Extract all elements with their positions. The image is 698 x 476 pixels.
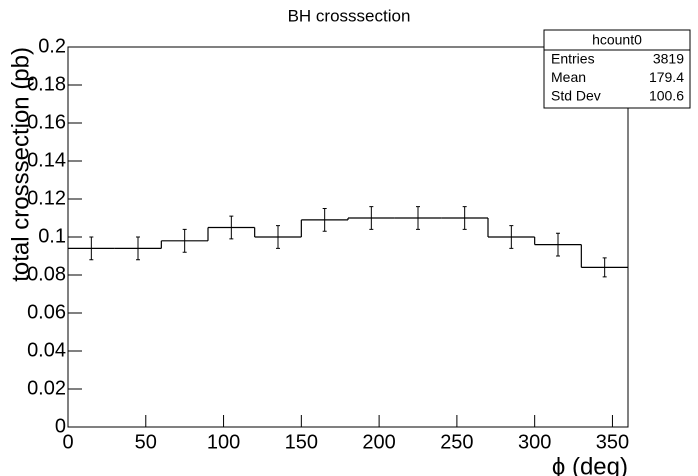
error-bar (416, 206, 420, 230)
stats-label: Entries (551, 51, 595, 67)
error-bar (602, 257, 607, 278)
x-axis-label: ϕ (deg) (552, 453, 628, 476)
y-tick-label: 0.12 (27, 187, 66, 209)
y-tick-label: 0.16 (27, 111, 66, 133)
chart-title: BH crosssection (288, 6, 411, 25)
stats-label: Mean (551, 69, 586, 85)
error-bar (462, 206, 467, 230)
stats-value: 100.6 (649, 88, 684, 104)
x-tick-label: 350 (596, 431, 629, 453)
x-tick-label: 50 (135, 431, 157, 453)
y-tick-label: 0.14 (27, 149, 66, 171)
error-bar (322, 208, 327, 232)
error-bar (509, 225, 514, 249)
y-tick-label: 0.2 (38, 35, 66, 57)
stats-frame (543, 29, 691, 109)
y-tick-label: 0.08 (27, 263, 66, 285)
stats-value: 179.4 (649, 69, 684, 85)
x-tick-label: 150 (285, 431, 318, 453)
stats-box: hcount0 Entries 3819 Mean 179.4 Std Dev 100.6 (543, 29, 691, 109)
error-bar (556, 232, 560, 257)
x-tick-label: 300 (518, 431, 551, 453)
error-bar (182, 228, 187, 253)
x-tick-label: 0 (62, 431, 73, 453)
stats-value: 3819 (653, 51, 684, 67)
error-bar (229, 215, 234, 240)
stats-label: Std Dev (551, 88, 601, 104)
y-tick-label: 0.18 (27, 73, 66, 95)
error-bar (369, 206, 374, 230)
y-tick-label: 0.1 (38, 225, 66, 247)
y-axis-label: total crosssection (pb) (7, 47, 34, 282)
y-tick-label: 0 (55, 415, 66, 437)
stats-title: hcount0 (592, 32, 642, 48)
x-tick-label: 200 (362, 431, 395, 453)
y-tick-label: 0.04 (27, 339, 66, 361)
y-tick-label: 0.02 (27, 377, 66, 399)
error-bar (136, 236, 140, 261)
x-tick-label: 250 (440, 431, 473, 453)
error-bar (89, 236, 94, 261)
y-tick-label: 0.06 (27, 301, 66, 323)
error-bar (276, 225, 280, 249)
x-tick-label: 100 (207, 431, 240, 453)
